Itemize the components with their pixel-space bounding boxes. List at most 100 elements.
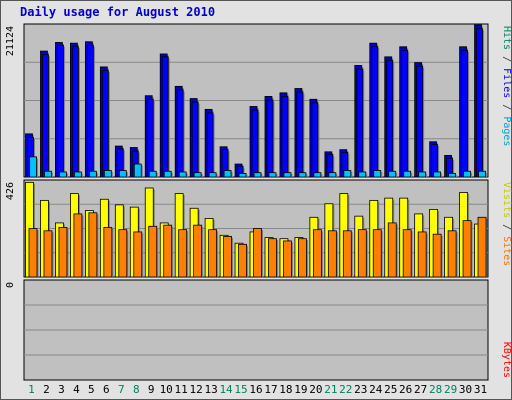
pages-bar-day-24 xyxy=(373,170,382,178)
x-tick-label-day-7: 7 xyxy=(118,383,125,396)
panel-2-ylabel-part-2: / xyxy=(501,218,512,236)
files-bar-day-31 xyxy=(476,28,483,178)
files-bar-day-6 xyxy=(101,70,109,178)
files-bar-day-26 xyxy=(401,49,409,178)
x-tick-label-day-18: 18 xyxy=(279,383,292,396)
sites-bar-day-7 xyxy=(118,229,128,278)
files-bar-day-23 xyxy=(356,68,364,178)
files-bar-day-24 xyxy=(371,46,379,178)
files-bar-day-20 xyxy=(311,102,319,178)
x-tick-label-day-10: 10 xyxy=(160,383,173,396)
x-tick-label-day-31: 31 xyxy=(474,383,487,396)
x-tick-label-day-23: 23 xyxy=(354,383,367,396)
sites-bar-day-5 xyxy=(88,212,98,278)
pages-bar-day-9 xyxy=(148,170,157,178)
pages-bar-day-5 xyxy=(88,170,97,178)
sites-bar-day-1 xyxy=(28,228,38,278)
sites-bar-day-20 xyxy=(312,229,322,278)
x-tick-label-day-22: 22 xyxy=(339,383,352,396)
panel-1-ylabel-part-1: Hits xyxy=(501,26,512,50)
sites-bar-day-23 xyxy=(357,229,367,278)
sites-bar-day-11 xyxy=(178,229,188,278)
x-tick-label-day-25: 25 xyxy=(384,383,397,396)
chart-bars xyxy=(25,24,488,278)
sites-bar-day-13 xyxy=(208,229,218,278)
x-tick-label-day-3: 3 xyxy=(58,383,65,396)
x-tick-label-day-4: 4 xyxy=(73,383,80,396)
chart-axis-labels: 1 2 3 4 5 6 7 8 9 10 11 12 13 14 15 16 17 18 19 20 21 22 23 24 2… xyxy=(5,26,512,396)
sites-bar-day-27 xyxy=(417,231,427,278)
files-bar-day-18 xyxy=(281,96,289,178)
x-tick-label-day-19: 19 xyxy=(294,383,307,396)
sites-bar-day-26 xyxy=(402,229,412,278)
sites-bar-day-24 xyxy=(372,229,382,278)
x-tick-label-day-15: 15 xyxy=(234,383,247,396)
sites-bar-day-30 xyxy=(462,220,472,278)
panel-1-ylabel-part-4: / xyxy=(501,98,512,116)
panel-2-ylabel: Visits / Sites xyxy=(501,182,512,266)
files-bar-day-19 xyxy=(296,91,304,178)
files-bar-day-9 xyxy=(146,98,154,178)
sites-bar-day-21 xyxy=(327,230,337,278)
x-tick-label-day-17: 17 xyxy=(264,383,277,396)
sites-bar-day-15 xyxy=(238,243,247,278)
panel-1-ylabel-part-2: / xyxy=(501,50,512,68)
pages-bar-day-18 xyxy=(283,172,292,178)
files-bar-day-27 xyxy=(416,65,424,178)
chart-title: Daily usage for August 2010 xyxy=(20,5,216,19)
pages-bar-day-13 xyxy=(208,172,217,178)
pages-bar-day-20 xyxy=(313,172,322,178)
panel-2-ylabel-part-3: Sites xyxy=(501,236,512,266)
panel-1-ymax-label: 21124 xyxy=(5,26,16,56)
x-tick-label-day-29: 29 xyxy=(444,383,457,396)
x-tick-label-day-20: 20 xyxy=(309,383,322,396)
pages-bar-day-25 xyxy=(388,170,397,178)
panel-1-ylabel: Hits / Files / Pages xyxy=(501,26,512,146)
pages-bar-day-23 xyxy=(358,171,367,178)
pages-bar-day-2 xyxy=(44,170,52,178)
pages-bar-day-29 xyxy=(448,173,456,178)
sites-bar-day-6 xyxy=(103,227,113,278)
pages-bar-day-27 xyxy=(418,171,427,178)
files-bar-day-25 xyxy=(386,60,394,178)
files-bar-day-2 xyxy=(42,54,49,178)
x-tick-label-day-1: 1 xyxy=(28,383,35,396)
pages-bar-day-7 xyxy=(118,170,127,178)
pages-bar-day-17 xyxy=(268,172,277,178)
panel-2-ymax-label: 426 xyxy=(5,182,16,200)
sites-bar-day-19 xyxy=(298,238,307,278)
panel-1-ylabel-part-5: Pages xyxy=(501,116,512,146)
x-tick-label-day-6: 6 xyxy=(103,383,110,396)
files-bar-day-30 xyxy=(461,49,468,178)
pages-bar-day-14 xyxy=(223,170,232,178)
sites-bar-day-17 xyxy=(268,238,277,278)
files-bar-day-4 xyxy=(72,46,79,178)
panel-2-ylabel-part-1: Visits xyxy=(501,182,512,218)
sites-bar-day-10 xyxy=(163,224,173,278)
panel-1-ylabel-part-3: Files xyxy=(501,68,512,98)
pages-bar-day-4 xyxy=(74,171,82,178)
x-tick-label-day-16: 16 xyxy=(249,383,262,396)
x-tick-label-day-11: 11 xyxy=(175,383,188,396)
x-tick-label-day-5: 5 xyxy=(88,383,95,396)
x-tick-label-day-28: 28 xyxy=(429,383,442,396)
files-bar-day-17 xyxy=(266,99,274,178)
x-tick-label-day-21: 21 xyxy=(324,383,337,396)
files-bar-day-10 xyxy=(161,56,169,178)
pages-bar-day-12 xyxy=(193,172,202,178)
sites-bar-day-31 xyxy=(477,216,487,278)
sites-bar-day-3 xyxy=(58,227,68,278)
pages-bar-day-31 xyxy=(478,170,486,178)
files-bar-day-16 xyxy=(251,109,259,178)
x-tick-label-day-12: 12 xyxy=(190,383,203,396)
pages-bar-day-22 xyxy=(343,170,352,178)
pages-bar-day-30 xyxy=(463,170,471,178)
sites-bar-day-28 xyxy=(432,233,442,278)
x-tick-label-day-30: 30 xyxy=(459,383,472,396)
files-bar-day-11 xyxy=(176,89,184,178)
files-bar-day-3 xyxy=(57,44,64,178)
files-bar-day-12 xyxy=(191,101,199,178)
sites-bar-day-25 xyxy=(387,222,397,278)
sites-bar-day-2 xyxy=(43,230,53,278)
